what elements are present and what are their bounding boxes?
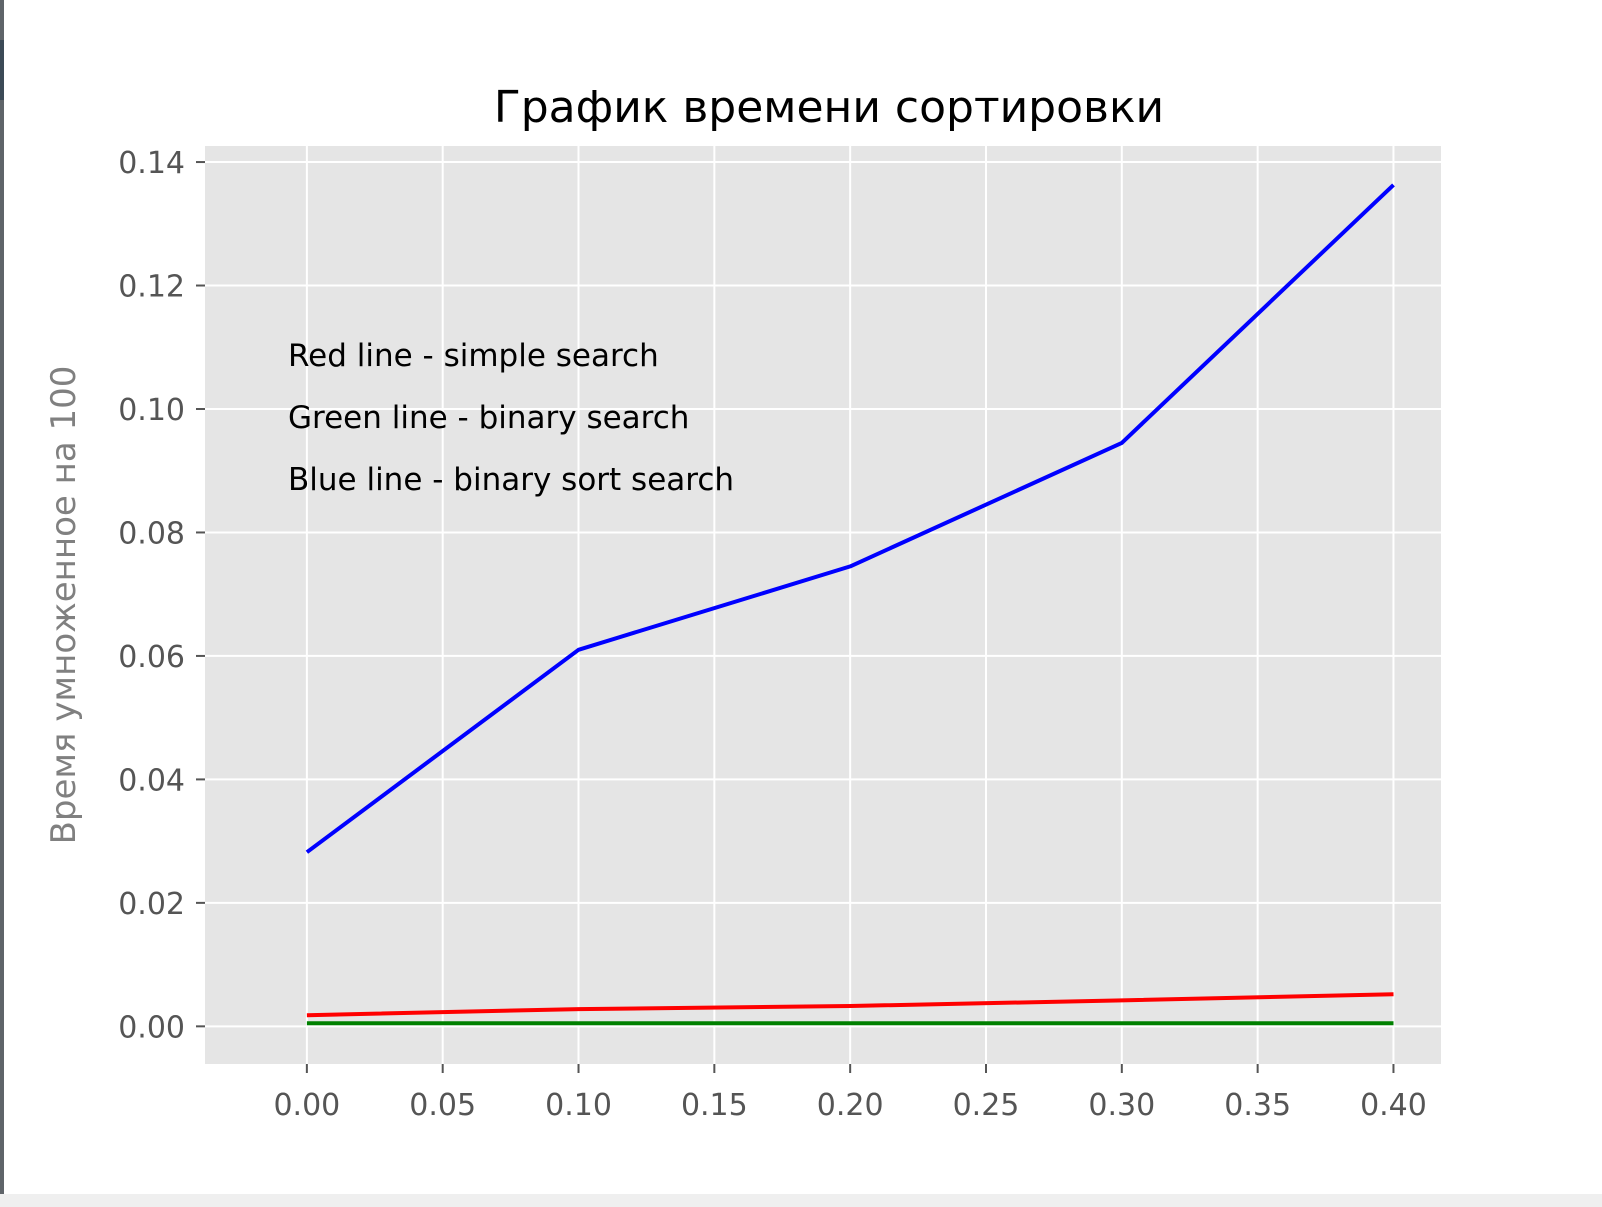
annotation-text: Green line - binary search [288,400,689,436]
x-tick-label: 0.05 [409,1088,476,1123]
y-tick-label: 0.12 [118,270,185,305]
y-tick-label: 0.14 [118,146,185,181]
plot-area [205,146,1441,1064]
y-tick-label: 0.04 [118,763,185,798]
y-tick-label: 0.08 [118,516,185,551]
x-tick-label: 0.10 [545,1088,612,1123]
annotation-text: Blue line - binary sort search [288,462,734,498]
x-tick-label: 0.30 [1088,1088,1155,1123]
y-tick-label: 0.02 [118,887,185,922]
y-tick-label: 0.10 [118,393,185,428]
x-tick-label: 0.35 [1224,1088,1291,1123]
window-left-edge-accent [0,40,4,100]
annotation-text: Red line - simple search [288,338,659,374]
x-tick-label: 0.40 [1360,1088,1427,1123]
chart-title: График времени сортировки [494,82,1164,133]
y-axis-label: Время умноженное на 100 [44,366,84,845]
x-tick-label: 0.00 [273,1088,340,1123]
x-tick-label: 0.25 [953,1088,1020,1123]
window-bottom-strip [0,1194,1602,1207]
y-tick-label: 0.06 [118,640,185,675]
window-left-edge [0,0,4,1207]
axis-ticks: 0.00 0.05 0.10 0.15 0.20 0.25 0.30 0.35 0.40 0.00… [118,146,1427,1123]
series-line-2 [305,183,1395,854]
annotations: Red line - simple search Green line - bin… [288,338,734,498]
grid-lines [205,146,1441,1064]
y-tick-label: 0.00 [118,1010,185,1045]
series-line-0 [306,992,1394,1018]
x-tick-label: 0.20 [817,1088,884,1123]
series-lines [305,183,1395,1026]
x-tick-label: 0.15 [681,1088,748,1123]
